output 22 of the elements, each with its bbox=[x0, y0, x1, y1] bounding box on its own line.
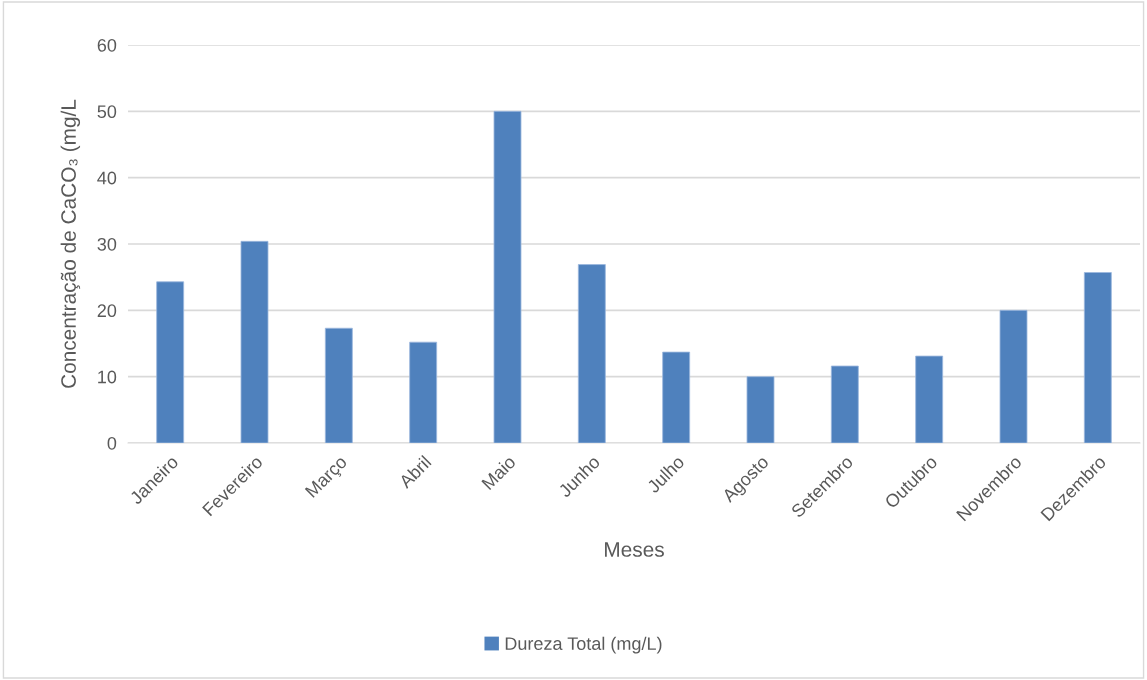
y-tick-label: 20 bbox=[97, 304, 117, 318]
y-axis-title: Concentração de CaCO₃ (mg/L bbox=[60, 99, 81, 388]
y-tick-label: 10 bbox=[98, 370, 117, 384]
bar bbox=[493, 110, 522, 443]
bar bbox=[577, 264, 606, 443]
y-tick-label: 50 bbox=[97, 105, 117, 119]
bar bbox=[240, 240, 269, 443]
bar bbox=[746, 376, 775, 443]
legend-label: Dureza Total (mg/L) bbox=[505, 636, 662, 654]
bar bbox=[409, 341, 438, 443]
bar bbox=[156, 281, 185, 443]
bar bbox=[915, 355, 944, 443]
bar bbox=[1083, 272, 1112, 443]
y-tick-label: 30 bbox=[97, 237, 117, 251]
bar bbox=[830, 365, 859, 443]
y-tick-label: 0 bbox=[107, 436, 117, 450]
y-tick-label: 60 bbox=[97, 38, 117, 52]
y-tick-label: 40 bbox=[97, 171, 117, 185]
x-axis-title: Meses bbox=[605, 542, 664, 557]
bar bbox=[999, 309, 1028, 443]
bar bbox=[662, 351, 691, 443]
bar bbox=[324, 327, 353, 443]
